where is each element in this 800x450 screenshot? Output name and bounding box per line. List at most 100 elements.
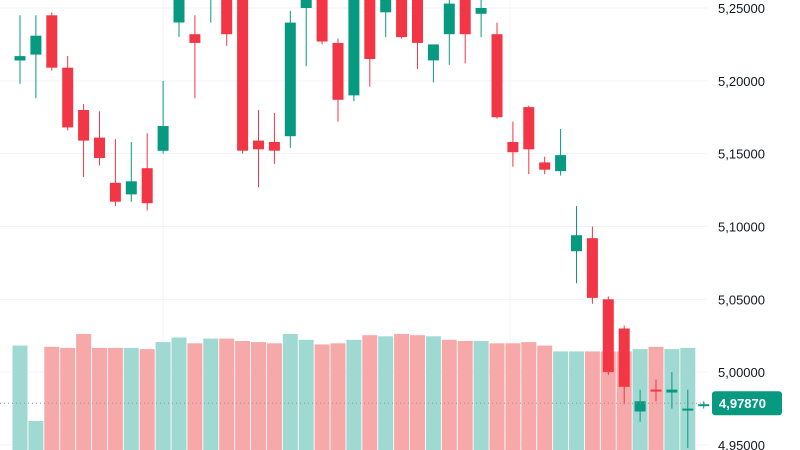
candle — [427, 44, 439, 83]
candle-body — [698, 404, 710, 407]
volume-bar — [473, 341, 489, 450]
candle-body — [189, 34, 201, 43]
volume-bar — [76, 334, 92, 450]
candle — [30, 15, 42, 99]
candle — [459, 0, 471, 64]
candle — [332, 38, 344, 122]
last-price-tag: 4,97870 — [712, 391, 782, 416]
candle — [237, 0, 249, 154]
candle — [523, 105, 535, 175]
candle — [586, 226, 598, 304]
candle-body — [221, 0, 233, 35]
candle-body — [634, 401, 646, 412]
volume-bar — [394, 334, 410, 450]
candle — [571, 206, 582, 284]
candle-body — [650, 389, 662, 392]
volume-bar — [12, 345, 28, 450]
volume-bar — [584, 351, 600, 450]
volume-bar — [600, 351, 616, 450]
candle — [634, 389, 646, 422]
volume-bar — [235, 341, 251, 450]
volume-bar — [505, 343, 521, 450]
candle-body — [46, 15, 58, 68]
volume-bar — [171, 337, 187, 450]
candle-body — [300, 0, 312, 8]
candle — [157, 80, 169, 154]
candle — [666, 372, 678, 409]
candle-body — [666, 389, 678, 393]
candle-body — [237, 0, 249, 151]
candle-body — [62, 67, 74, 128]
volume-bar — [314, 344, 330, 450]
volume-bar — [107, 347, 123, 450]
volume-bar — [251, 342, 266, 450]
candle-body — [443, 3, 455, 35]
candle — [539, 156, 551, 175]
candle-body — [78, 110, 90, 141]
volume-bar — [298, 339, 314, 450]
candle — [650, 379, 662, 402]
candle-body — [571, 235, 582, 252]
candle-body — [316, 0, 328, 42]
y-tick-label: 4,95000 — [718, 438, 765, 450]
volume-bar — [410, 335, 425, 450]
volume-bar — [521, 342, 537, 450]
volume-bar — [155, 342, 171, 450]
y-tick-label: 5,10000 — [718, 220, 765, 235]
candle — [602, 296, 614, 376]
candle-body — [539, 162, 551, 170]
candle — [316, 0, 328, 45]
candle-body — [523, 107, 535, 150]
candle — [210, 0, 212, 23]
last-price-tag-bg — [712, 391, 782, 416]
candle-body — [284, 22, 296, 137]
candle — [396, 0, 408, 39]
volume-bar — [139, 349, 155, 450]
candle-body — [364, 0, 376, 59]
candle-body — [94, 137, 105, 158]
volume-bar — [92, 347, 107, 450]
volume-bar — [282, 334, 298, 450]
candle-body — [109, 182, 121, 202]
candle-body — [14, 56, 26, 61]
volume-bar — [266, 343, 282, 450]
candle-body — [475, 8, 487, 14]
volume-bar — [457, 341, 473, 450]
volume-bar — [330, 343, 346, 450]
volume-bar — [362, 335, 378, 450]
candle-body — [125, 181, 137, 195]
candle — [94, 111, 105, 166]
candle — [173, 0, 185, 38]
candle-body — [555, 155, 567, 172]
volume-bar — [489, 343, 505, 450]
candle-body — [30, 35, 42, 55]
candle-body — [586, 238, 598, 298]
candle-body — [348, 0, 360, 96]
y-tick-label: 5,25000 — [718, 1, 765, 16]
candle-body — [173, 0, 185, 23]
candle-body — [412, 0, 423, 43]
candle-body — [268, 142, 280, 151]
volume-bar — [203, 338, 219, 450]
candle-body — [396, 0, 408, 38]
candle — [141, 133, 153, 211]
candle — [300, 0, 312, 67]
candles — [14, 0, 710, 448]
candle — [221, 0, 233, 46]
candle — [253, 109, 264, 188]
candle-body — [491, 34, 503, 118]
y-tick-label: 5,05000 — [718, 292, 765, 307]
candle — [46, 12, 58, 71]
candle — [14, 15, 26, 84]
candle — [78, 104, 90, 177]
volume-bar — [44, 346, 60, 450]
volume-bar — [60, 347, 76, 450]
candle-body — [141, 168, 153, 204]
candle — [125, 142, 137, 202]
candle-body — [459, 0, 471, 35]
candle-body — [157, 126, 169, 151]
volume-bar — [537, 345, 553, 450]
candle — [380, 0, 392, 38]
